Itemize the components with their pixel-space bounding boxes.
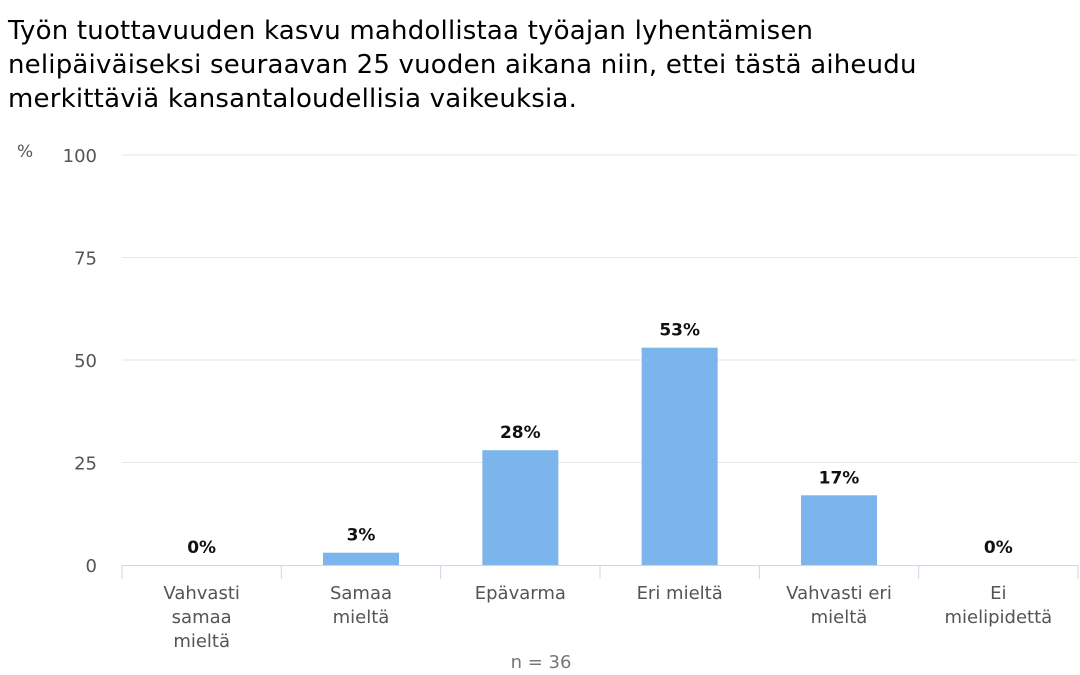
data-label: 0% [187, 538, 216, 558]
x-category-label: mieltä [811, 607, 868, 628]
y-tick-label: 25 [74, 454, 97, 475]
chart-title-line: nelipäiväiseksi seuraavan 25 vuoden aika… [8, 50, 917, 80]
y-tick-label: 50 [74, 351, 97, 372]
y-tick-label: 100 [63, 146, 97, 167]
x-category-label: Ei [990, 583, 1006, 604]
bar [482, 450, 559, 565]
chart-title-line: Työn tuottavuuden kasvu mahdollistaa työ… [8, 16, 814, 46]
bar [801, 495, 877, 565]
bar [641, 347, 718, 565]
x-category-label: samaa [172, 607, 232, 628]
x-category-label: mieltä [173, 631, 230, 652]
y-tick-label: 0 [86, 556, 97, 577]
x-category-label: mielipidettä [944, 607, 1052, 628]
y-tick-label: 75 [74, 249, 97, 270]
sample-size-note: n = 36 [511, 652, 572, 673]
chart-title: Työn tuottavuuden kasvu mahdollistaa työ… [8, 14, 1068, 116]
x-category-label: Epävarma [475, 583, 566, 604]
data-label: 3% [347, 526, 376, 546]
bar [323, 552, 399, 565]
x-category-label: Samaa [330, 583, 392, 604]
x-category-label: Vahvasti eri [786, 583, 892, 604]
y-unit-label: % [17, 142, 33, 162]
x-category-label: mieltä [333, 607, 390, 628]
x-category-label: Eri mieltä [637, 583, 723, 604]
data-label: 53% [659, 321, 700, 341]
data-label: 17% [819, 468, 860, 488]
data-label: 28% [500, 423, 541, 443]
x-category-label: Vahvasti [163, 583, 239, 604]
chart-title-line: merkittäviä kansantaloudellisia vaikeuks… [8, 84, 578, 114]
data-label: 0% [984, 538, 1013, 558]
